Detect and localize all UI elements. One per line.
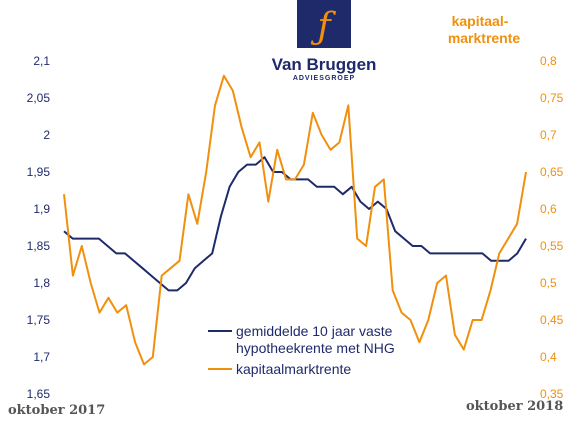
right-axis-title-line-1: kapitaal- <box>452 13 509 29</box>
series-line-kapitaalmarktrente <box>63 74 527 366</box>
right-axis-title-line-2: marktrente <box>448 30 521 46</box>
logo: ƒ Van Bruggen ADVIESGROEP <box>272 0 377 82</box>
legend: gemiddelde 10 jaar vaste hypotheekrente … <box>208 323 395 377</box>
right-tick-label: 0,75 <box>540 91 564 105</box>
left-tick-label: 2,1 <box>33 54 50 68</box>
legend-label-kapitaalmarktrente: kapitaalmarktrente <box>236 361 351 377</box>
right-tick-label: 0,6 <box>540 202 557 216</box>
legend-label-hypotheekrente-line-1: gemiddelde 10 jaar vaste <box>236 323 393 339</box>
right-tick-label: 0,65 <box>540 165 564 179</box>
left-tick-label: 1,7 <box>33 350 50 364</box>
right-tick-label: 0,8 <box>540 54 557 68</box>
x-start-label: oktober 2017 <box>8 403 105 418</box>
left-tick-label: 1,75 <box>27 313 51 327</box>
left-tick-label: 1,95 <box>27 165 51 179</box>
left-tick-label: 2,05 <box>27 91 51 105</box>
right-tick-label: 0,55 <box>540 239 564 253</box>
logo-name: Van Bruggen <box>272 55 377 74</box>
logo-emblem-icon <box>297 0 351 48</box>
right-axis-ticks: 0,35 0,4 0,45 0,5 0,55 0,6 0,65 0,7 0,75 0,8 <box>540 54 564 401</box>
right-tick-label: 0,7 <box>540 128 557 142</box>
right-tick-label: 0,5 <box>540 276 557 290</box>
left-tick-label: 1,8 <box>33 276 50 290</box>
series-line-hypotheekrente <box>63 156 527 292</box>
legend-label-hypotheekrente-line-2: hypotheekrente met NHG <box>236 340 395 356</box>
x-end-label: oktober 2018 <box>466 399 563 414</box>
logo-subtitle: ADVIESGROEP <box>293 75 355 82</box>
left-axis-ticks: 1,65 1,7 1,75 1,8 1,85 1,9 1,95 2 2,05 2,1 <box>27 54 51 401</box>
left-tick-label: 2 <box>43 128 50 142</box>
left-tick-label: 1,85 <box>27 239 51 253</box>
left-tick-label: 1,65 <box>27 387 51 401</box>
left-tick-label: 1,9 <box>33 202 50 216</box>
right-tick-label: 0,4 <box>540 350 557 364</box>
right-tick-label: 0,45 <box>540 313 564 327</box>
right-tick-label: 0,35 <box>540 387 564 401</box>
